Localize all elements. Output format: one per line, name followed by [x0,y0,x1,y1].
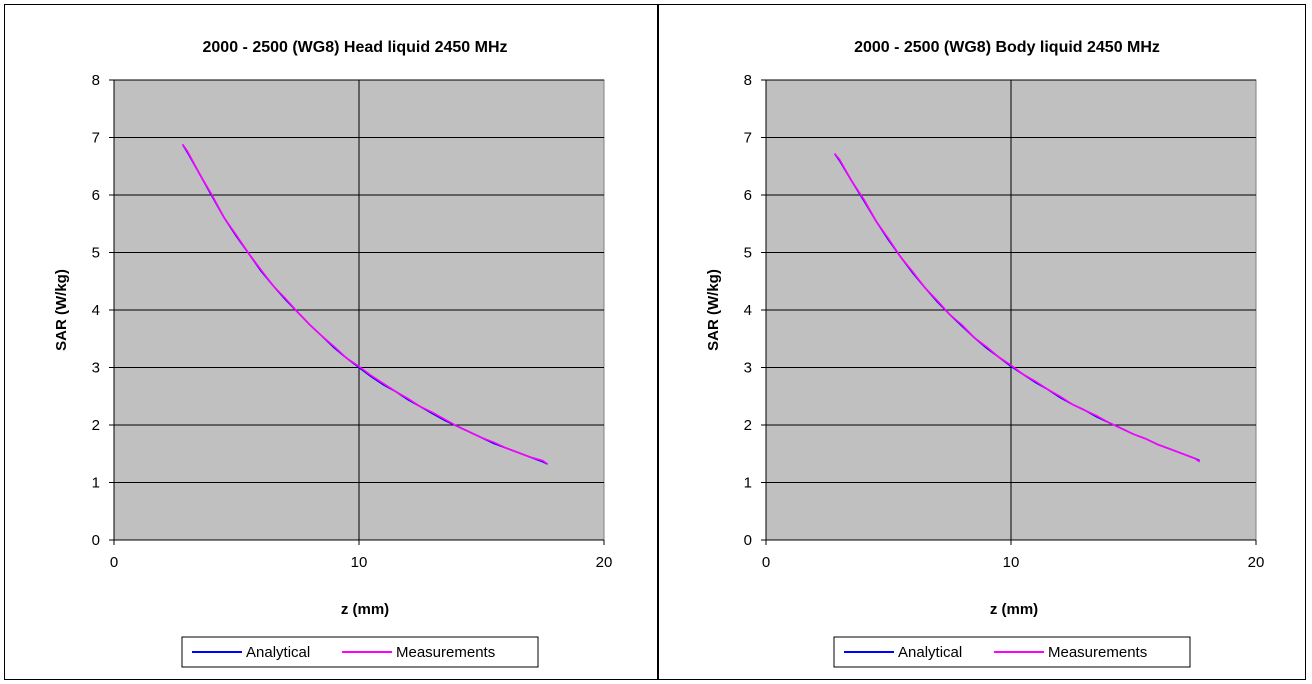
series-lines [833,153,1201,463]
x-tick-label: 20 [596,554,613,571]
y-axis-ticks: 0 1 2 3 4 5 6 7 8 [744,72,766,549]
y-tick-label: 4 [744,302,752,319]
y-tick-label: 1 [744,475,752,492]
x-axis-ticks: 0 10 20 [110,540,613,571]
legend: Analytical Measurements [833,636,1191,668]
y-tick-label: 8 [92,72,100,89]
y-tick-label: 5 [92,245,100,262]
y-tick-label: 5 [744,245,752,262]
chart-title: 2000 - 2500 (WG8) Head liquid 2450 MHz [203,39,508,56]
x-axis-ticks: 0 10 20 [762,540,1265,571]
y-tick-label: 8 [744,72,752,89]
legend-label-analytical: Analytical [246,644,310,661]
panel-divider [657,4,659,680]
chart-panel-head: 2000 - 2500 (WG8) Head liquid 2450 MHz 0… [10,10,650,678]
y-tick-label: 4 [92,302,100,319]
y-tick-label: 6 [744,187,752,204]
y-tick-label: 6 [92,187,100,204]
legend: Analytical Measurements [181,636,539,668]
chart-head: 2000 - 2500 (WG8) Head liquid 2450 MHz 0… [53,39,613,668]
y-tick-label: 3 [744,360,752,377]
figure-frame [4,4,1306,680]
x-tick-label: 10 [1003,554,1020,571]
chart-panel-body: 2000 - 2500 (WG8) Body liquid 2450 MHz 0… [662,10,1302,678]
y-axis-ticks: 0 1 2 3 4 5 6 7 8 [92,72,114,549]
y-tick-label: 0 [744,532,752,549]
x-tick-label: 10 [351,554,368,571]
legend-label-measurements: Measurements [1048,644,1147,661]
series-lines [181,143,549,465]
x-tick-label: 20 [1248,554,1265,571]
y-tick-label: 7 [92,130,100,147]
legend-label-measurements: Measurements [396,644,495,661]
gridlines [113,79,604,541]
series-measurements [181,143,549,465]
legend-label-analytical: Analytical [898,644,962,661]
y-axis-label: SAR (W/kg) [705,269,722,351]
x-axis-label: z (mm) [990,601,1038,618]
x-axis-label: z (mm) [341,601,389,618]
series-measurements [833,153,1201,463]
y-tick-label: 7 [744,130,752,147]
y-tick-label: 2 [744,417,752,434]
gridlines [765,79,1256,541]
chart-body: 2000 - 2500 (WG8) Body liquid 2450 MHz 0… [705,39,1265,668]
y-tick-label: 2 [92,417,100,434]
y-tick-label: 1 [92,475,100,492]
y-tick-label: 3 [92,360,100,377]
y-axis-label: SAR (W/kg) [53,269,70,351]
x-tick-label: 0 [762,554,770,571]
chart-title: 2000 - 2500 (WG8) Body liquid 2450 MHz [854,39,1160,56]
x-tick-label: 0 [110,554,118,571]
y-tick-label: 0 [92,532,100,549]
